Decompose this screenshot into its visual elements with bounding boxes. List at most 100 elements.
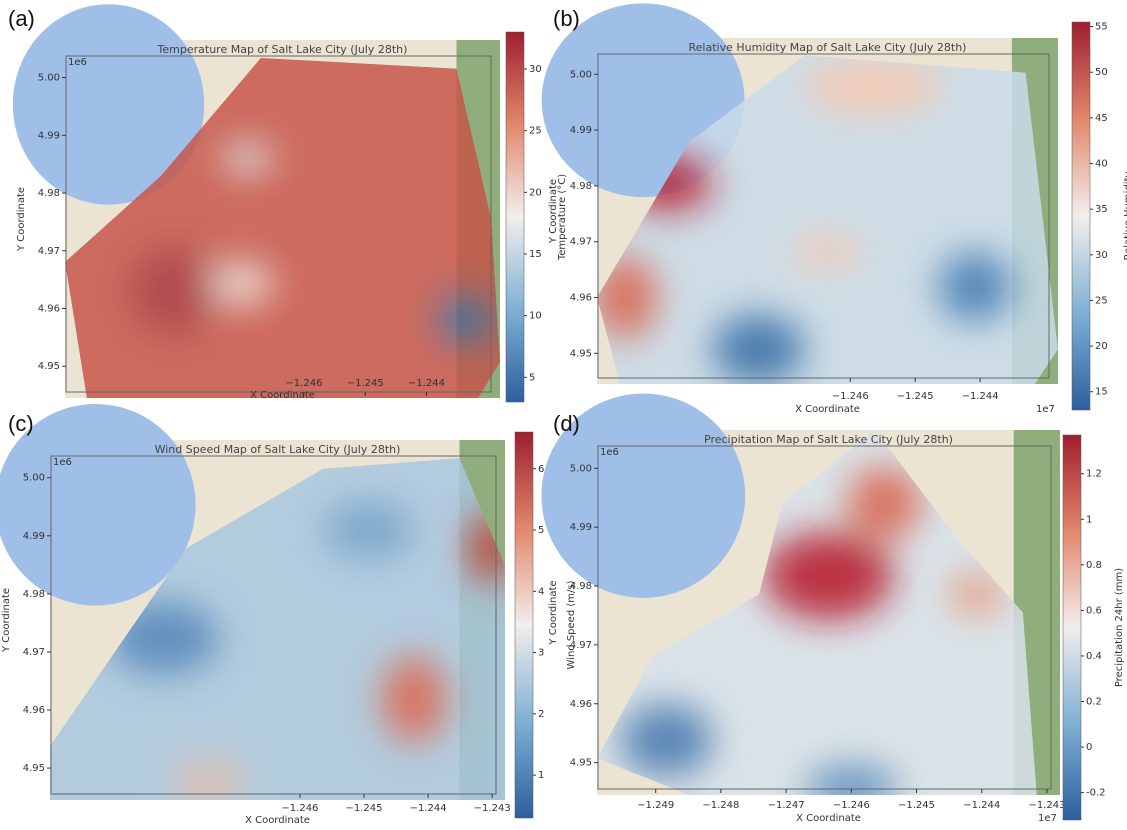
x-tick-label: −1.245 <box>897 391 934 402</box>
x-tick-label: −1.244 <box>962 391 999 402</box>
y-tick-label: 4.98 <box>570 581 592 592</box>
y-tick-label: 4.99 <box>38 130 60 141</box>
y-tick-label: 4.95 <box>23 763 45 774</box>
y-tick-label: 4.95 <box>38 361 60 372</box>
y-axis-label: Y Coordinate <box>548 580 559 645</box>
colorbar-tick-label: 20 <box>529 187 542 198</box>
colorbar-tick-label: 50 <box>1095 67 1108 78</box>
chart-title: Relative Humidity Map of Salt Lake City … <box>689 41 967 54</box>
y-tick-label: 5.00 <box>570 69 592 80</box>
heat-blob <box>382 656 446 742</box>
chart-title: Precipitation Map of Salt Lake City (Jul… <box>704 433 953 446</box>
colorbar-tick-label: 15 <box>529 249 542 260</box>
x-tick-label: −1.246 <box>832 391 869 402</box>
y-tick-label: 4.96 <box>23 705 45 716</box>
figure: (a) Temperature Map of Salt Lake City (Ju… <box>0 0 1127 826</box>
x-tick-label: −1.245 <box>346 803 383 814</box>
colorbar-tick-label: 15 <box>1095 387 1108 398</box>
colorbar-tick-label: 55 <box>1095 22 1108 33</box>
x-tick-label: −1.244 <box>408 378 445 389</box>
y-tick-label: 5.00 <box>570 463 592 474</box>
colorbar-tick-label: 1.2 <box>1086 469 1102 480</box>
x-tick-label: −1.243 <box>1028 800 1065 811</box>
y-tick-label: 4.99 <box>570 125 592 136</box>
heat-blob <box>130 248 217 334</box>
colorbar-tick-label: 25 <box>529 126 542 137</box>
colorbar <box>506 32 524 402</box>
x-offset: 1e7 <box>1036 404 1055 415</box>
heat-blob <box>620 704 713 777</box>
x-tick-label: −1.246 <box>285 378 322 389</box>
y-tick-label: 4.97 <box>570 237 592 248</box>
x-axis-label: X Coordinate <box>796 813 861 824</box>
heat-blob <box>173 764 246 800</box>
panel-label: (b) <box>553 6 580 31</box>
colorbar-tick-label: 0.4 <box>1086 651 1102 662</box>
x-tick-label: −1.244 <box>963 800 1000 811</box>
y-tick-label: 4.97 <box>23 647 45 658</box>
y-axis-label: Y Coordinate <box>16 187 27 252</box>
heat-blob <box>764 532 894 620</box>
panel-label: (a) <box>8 6 35 31</box>
colorbar-label: Relative Humidity <box>1123 172 1127 261</box>
x-tick-label: −1.246 <box>833 800 870 811</box>
x-tick-label: −1.246 <box>281 803 318 814</box>
heat-blob <box>712 315 804 384</box>
colorbar-label: Precipitation 24hr (mm) <box>1114 568 1125 687</box>
x-axis-label: X Coordinate <box>795 404 860 415</box>
colorbar-tick-label: 2 <box>538 709 544 720</box>
y-tick-label: 4.97 <box>38 246 60 257</box>
colorbar-tick-label: 40 <box>1095 159 1108 170</box>
y-tick-label: 5.00 <box>38 73 60 84</box>
colorbar <box>515 432 533 818</box>
panel-label: (d) <box>553 411 580 436</box>
colorbar-tick-label: 1 <box>538 770 544 781</box>
x-tick-label: −1.249 <box>637 800 674 811</box>
panel-label: (c) <box>8 411 34 436</box>
heat-blob <box>323 501 414 559</box>
colorbar-tick-label: 30 <box>1095 250 1108 261</box>
colorbar-tick-label: 45 <box>1095 113 1108 124</box>
y-offset: 1e6 <box>53 457 72 468</box>
y-tick-label: 4.98 <box>23 589 45 600</box>
chart-title: Temperature Map of Salt Lake City (July … <box>157 43 408 56</box>
colorbar-tick-label: 3 <box>538 648 544 659</box>
x-tick-label: −1.245 <box>898 800 935 811</box>
y-tick-label: 4.98 <box>38 188 60 199</box>
colorbar-tick-label: 4 <box>538 586 544 597</box>
colorbar-tick-label: 1 <box>1086 514 1092 525</box>
colorbar-tick-label: 0.2 <box>1086 697 1102 708</box>
colorbar-tick-label: 0.6 <box>1086 605 1102 616</box>
x-tick-label: −1.247 <box>768 800 805 811</box>
colorbar-tick-label: 5 <box>538 525 544 536</box>
colorbar-tick-label: 30 <box>529 64 542 75</box>
y-tick-label: 4.96 <box>38 304 60 315</box>
y-offset: 1e6 <box>600 447 619 458</box>
colorbar-tick-label: 10 <box>529 311 542 322</box>
colorbar-tick-label: 35 <box>1095 204 1108 215</box>
x-tick-label: −1.243 <box>474 803 511 814</box>
x-offset: 1e7 <box>1038 813 1057 824</box>
heat-blob <box>847 467 921 540</box>
y-offset: 1e6 <box>68 57 87 68</box>
colorbar-tick-label: 6 <box>538 464 544 475</box>
chart-title: Wind Speed Map of Salt Lake City (July 2… <box>155 443 401 456</box>
colorbar-tick-label: 0.8 <box>1086 560 1102 571</box>
colorbar-tick-label: 0 <box>1086 742 1092 753</box>
y-tick-label: 4.95 <box>570 758 592 769</box>
y-tick-label: 4.95 <box>570 348 592 359</box>
y-tick-label: 5.00 <box>23 473 45 484</box>
x-axis-label: X Coordinate <box>245 815 310 826</box>
y-tick-label: 4.97 <box>570 640 592 651</box>
colorbar-tick-label: 20 <box>1095 341 1108 352</box>
heat-blob <box>439 294 491 344</box>
x-tick-label: −1.245 <box>347 378 384 389</box>
y-axis-label: Y Coordinate <box>1 588 12 653</box>
heat-blob <box>938 253 1012 322</box>
colorbar-label: Wind Speed (m/s) <box>566 580 577 669</box>
colorbar-tick-label: 5 <box>529 372 535 383</box>
heat-blob <box>804 59 942 114</box>
colorbar <box>1063 435 1081 820</box>
colorbar-tick-label: -0.2 <box>1086 788 1106 799</box>
colorbar <box>1072 22 1090 410</box>
